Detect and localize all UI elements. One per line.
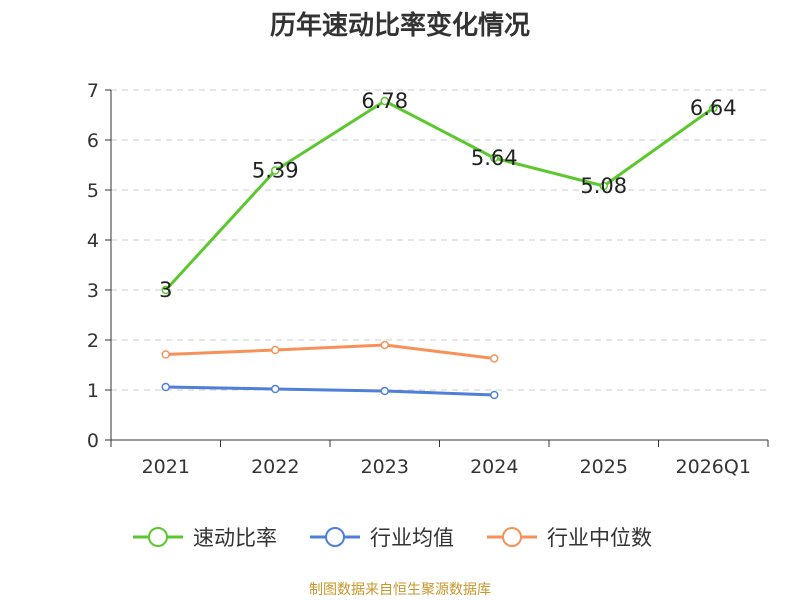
data-point[interactable] [271,345,280,355]
y-tick-label: 5 [87,180,99,202]
series-line-2 [165,343,495,360]
legend-item-1[interactable]: 行业均值 [310,526,454,550]
axis-layer: 0 1 2 3 4 5 6 7 2021 2022 2023 2024 2025 2026Q1 [87,80,769,478]
data-label: 5.64 [471,146,518,170]
data-label: 5.39 [252,159,299,183]
y-tick-label: 4 [87,230,99,252]
data-point[interactable] [161,382,170,392]
x-tick-label: 2022 [251,456,299,478]
data-point[interactable] [599,181,608,191]
data-point[interactable] [380,340,389,350]
x-tick-label: 2023 [361,456,409,478]
source-note: 制图数据来自恒生聚源数据库 [309,582,491,598]
y-tick-label: 6 [87,130,99,152]
data-label: 6.64 [690,96,737,120]
series-line-0 [164,99,715,292]
legend-swatch-marker [502,527,522,547]
data-label: 6.78 [361,89,408,113]
series-layer [161,96,718,400]
legend-item-2[interactable]: 行业中位数 [487,526,652,550]
legend-swatch-marker [148,527,168,547]
y-tick-label: 2 [87,330,99,352]
x-tick-label: 2026Q1 [676,456,751,478]
data-point[interactable] [490,390,499,400]
data-point[interactable] [161,285,170,295]
data-point[interactable] [709,103,718,113]
x-tick-label: 2021 [142,456,190,478]
data-point[interactable] [490,153,499,163]
data-point[interactable] [490,354,499,363]
data-point[interactable] [380,386,389,396]
y-tick-label: 7 [87,80,99,102]
y-tick-label: 3 [87,280,99,302]
x-tick-label: 2024 [470,456,518,478]
data-label: 3 [159,278,172,302]
legend[interactable]: 速动比率 行业均值 行业中位数 [133,526,652,550]
series-line-1 [165,385,495,397]
legend-label: 速动比率 [193,526,277,550]
legend-swatch-marker [325,527,345,547]
x-tick-label: 2025 [580,456,628,478]
label-layer: 3 5.39 6.78 5.64 5.08 6.64 [159,89,737,302]
data-label: 5.08 [580,174,627,198]
y-tick-label: 0 [87,430,99,452]
chart-title: 历年速动比率变化情况 [270,10,530,41]
y-tick-label: 1 [87,380,99,402]
legend-label: 行业均值 [370,526,454,550]
data-point[interactable] [271,166,280,175]
legend-item-0[interactable]: 速动比率 [133,526,277,550]
data-point[interactable] [271,384,280,394]
data-point[interactable] [161,350,170,359]
data-point[interactable] [380,96,389,106]
legend-label: 行业中位数 [547,526,652,550]
